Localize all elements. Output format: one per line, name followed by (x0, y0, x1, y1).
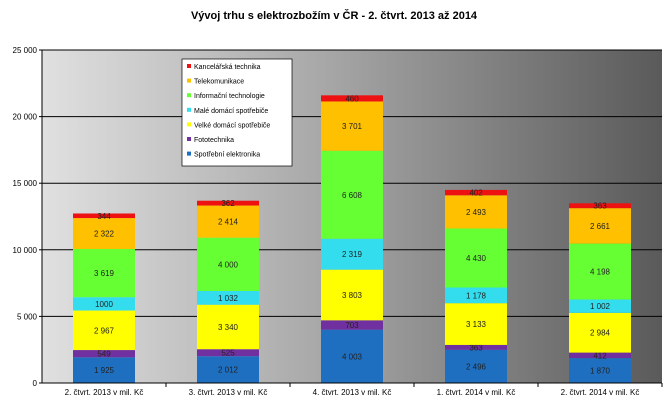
bar-segment (197, 356, 259, 383)
data-label: 362 (221, 199, 235, 208)
x-tick-label: 4. čtvrt. 2013 v mil. Kč (313, 388, 392, 397)
data-label: 412 (593, 351, 607, 360)
legend-label: Fototechnika (194, 137, 234, 144)
data-label: 525 (221, 349, 235, 358)
legend-swatch (187, 107, 191, 112)
data-label: 2 012 (218, 366, 239, 375)
bar-segment (569, 299, 631, 313)
legend-label: Velké domácí spotřebiče (194, 122, 270, 129)
data-label: 1000 (95, 300, 113, 309)
data-label: 3 619 (94, 269, 115, 278)
bar-segment (321, 101, 383, 151)
bar-segment (569, 312, 631, 353)
y-tick-label: 0 (33, 379, 38, 388)
bar-segment (73, 218, 135, 250)
data-label: 363 (593, 202, 607, 211)
data-label: 3 803 (342, 291, 363, 300)
y-tick-label: 25 000 (13, 46, 38, 55)
bar-segment (197, 205, 259, 238)
data-label: 2 414 (218, 218, 239, 227)
bar-segment (445, 349, 507, 383)
data-label: 460 (345, 94, 359, 103)
bar-segment (445, 287, 507, 304)
x-tick-label: 3. čtvrt. 2013 v mil. Kč (189, 388, 268, 397)
bar-segment (321, 329, 383, 383)
legend-swatch (187, 93, 191, 98)
data-label: 3 340 (218, 323, 239, 332)
data-label: 2 967 (94, 326, 115, 335)
x-tick-label: 2. čtvrt. 2013 v mil. Kč (65, 388, 144, 397)
bar-segment (569, 208, 631, 244)
data-label: 402 (469, 189, 483, 198)
legend-swatch (187, 122, 191, 127)
x-tick-label: 1. čtvrt. 2014 v mil. Kč (437, 388, 516, 397)
data-label: 1 032 (218, 294, 239, 303)
legend-swatch (187, 137, 191, 141)
data-label: 4 003 (342, 352, 363, 361)
data-label: 2 661 (590, 222, 611, 231)
bar-segment (73, 213, 135, 219)
bar-segment (445, 344, 507, 350)
bar-segment (73, 350, 135, 358)
bar-segment (445, 189, 507, 196)
data-label: 6 608 (342, 191, 363, 200)
legend-label: Spotřební elektronika (194, 152, 260, 159)
bar-segment (197, 304, 259, 350)
data-label: 2 319 (342, 250, 363, 259)
y-tick-label: 10 000 (13, 246, 38, 255)
legend-label: Kancelářská technika (194, 64, 261, 71)
bar-segment (321, 95, 383, 102)
data-label: 4 430 (466, 254, 487, 263)
legend-label: Telekomunikace (194, 79, 244, 86)
y-tick-label: 20 000 (13, 113, 38, 122)
bar-segment (197, 290, 259, 305)
data-label: 3 701 (342, 122, 363, 131)
bar-segment (321, 238, 383, 270)
legend-label: Informační technologie (194, 93, 265, 100)
legend-label: Malé domácí spotřebiče (194, 108, 268, 115)
bar-segment (321, 320, 383, 330)
bar-segment (445, 195, 507, 229)
bar-segment (445, 303, 507, 345)
bar-segment (197, 349, 259, 357)
bar-segment (321, 150, 383, 239)
bar-segment (197, 200, 259, 206)
x-tick-label: 2. čtvrt. 2014 v mil. Kč (561, 388, 640, 397)
legend-swatch (187, 64, 191, 68)
bar-segment (569, 352, 631, 359)
bar-segment (445, 228, 507, 288)
data-label: 344 (97, 212, 111, 221)
data-label: 4 198 (590, 268, 611, 277)
bar-segment (197, 237, 259, 291)
data-label: 549 (97, 350, 111, 359)
data-label: 703 (345, 321, 359, 330)
data-label: 4 000 (218, 260, 239, 269)
bar-segment (321, 269, 383, 321)
bar-segment (569, 358, 631, 383)
data-label: 2 984 (590, 329, 611, 338)
legend-swatch (187, 78, 191, 83)
chart-title: Vývoj trhu s elektrozbožím v ČR - 2. čtv… (191, 9, 478, 22)
data-label: 1 178 (466, 291, 487, 300)
data-label: 2 493 (466, 208, 487, 217)
data-label: 3 133 (466, 320, 487, 329)
bar-segment (73, 310, 135, 351)
bar-segment (73, 357, 135, 383)
legend-box (181, 58, 293, 167)
data-label: 2 322 (94, 230, 115, 239)
bar-segment (569, 243, 631, 300)
bar-segment (569, 203, 631, 209)
bar-segment (73, 297, 135, 311)
data-label: 1 925 (94, 366, 115, 375)
legend: Kancelářská technika Telekomunikace Inform… (181, 58, 293, 167)
data-label: 1 002 (590, 302, 611, 311)
y-tick-label: 5 000 (17, 312, 38, 321)
data-label: 2 496 (466, 362, 487, 371)
bar-segment (73, 249, 135, 298)
legend-swatch (187, 151, 191, 156)
data-label: 1 870 (590, 367, 611, 376)
data-label: 363 (469, 343, 483, 352)
y-tick-label: 15 000 (13, 179, 38, 188)
